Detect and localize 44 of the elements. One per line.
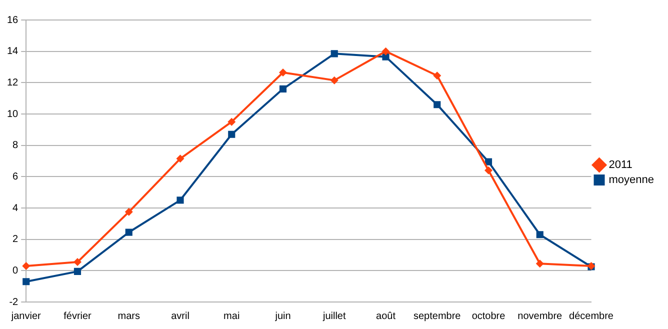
y-tick-label: 4: [12, 202, 19, 214]
y-tick-label: 6: [12, 171, 19, 182]
y-tick-label: 12: [7, 77, 19, 88]
y-tick-label: -2: [9, 296, 19, 308]
x-tick-label: octobre: [472, 310, 506, 322]
x-tick-label: septembre: [414, 310, 462, 322]
y-tick-label: 14: [7, 46, 19, 58]
point: [74, 268, 82, 275]
y-tick-label: 0: [12, 265, 19, 276]
x-tick-label: mars: [118, 310, 140, 322]
point: [228, 118, 236, 126]
point: [382, 47, 390, 56]
point: [330, 76, 338, 84]
point: [330, 50, 338, 58]
point: [124, 208, 133, 216]
point: [74, 258, 82, 266]
point: [434, 101, 441, 108]
point: [536, 231, 544, 238]
x-tick-label: mai: [224, 310, 240, 322]
point: [22, 278, 30, 286]
point: [484, 158, 492, 166]
x-tick-label: août: [376, 310, 396, 322]
y-tick-label: 10: [7, 108, 19, 120]
point: [484, 166, 492, 174]
y-tick-label: 16: [7, 14, 19, 26]
x-tick-label: février: [64, 310, 92, 322]
point: [176, 196, 184, 204]
point: [228, 130, 236, 138]
point: [176, 154, 184, 163]
x-tick-label: décembre: [569, 310, 614, 322]
legend-label: 2011: [608, 159, 632, 172]
point: [433, 72, 442, 80]
point: [536, 260, 544, 268]
legend-label: moyenne: [608, 174, 654, 186]
point: [279, 85, 287, 92]
point: [125, 228, 132, 236]
y-tick-label: 2: [12, 234, 19, 246]
y-tick-label: 8: [12, 140, 19, 152]
x-tick-label: avril: [171, 310, 190, 322]
x-tick-label: janvier: [10, 310, 42, 322]
x-tick-label: juillet: [322, 310, 346, 322]
point: [279, 68, 287, 76]
x-tick-label: juin: [274, 310, 291, 322]
x-tick-label: novembre: [518, 310, 563, 322]
